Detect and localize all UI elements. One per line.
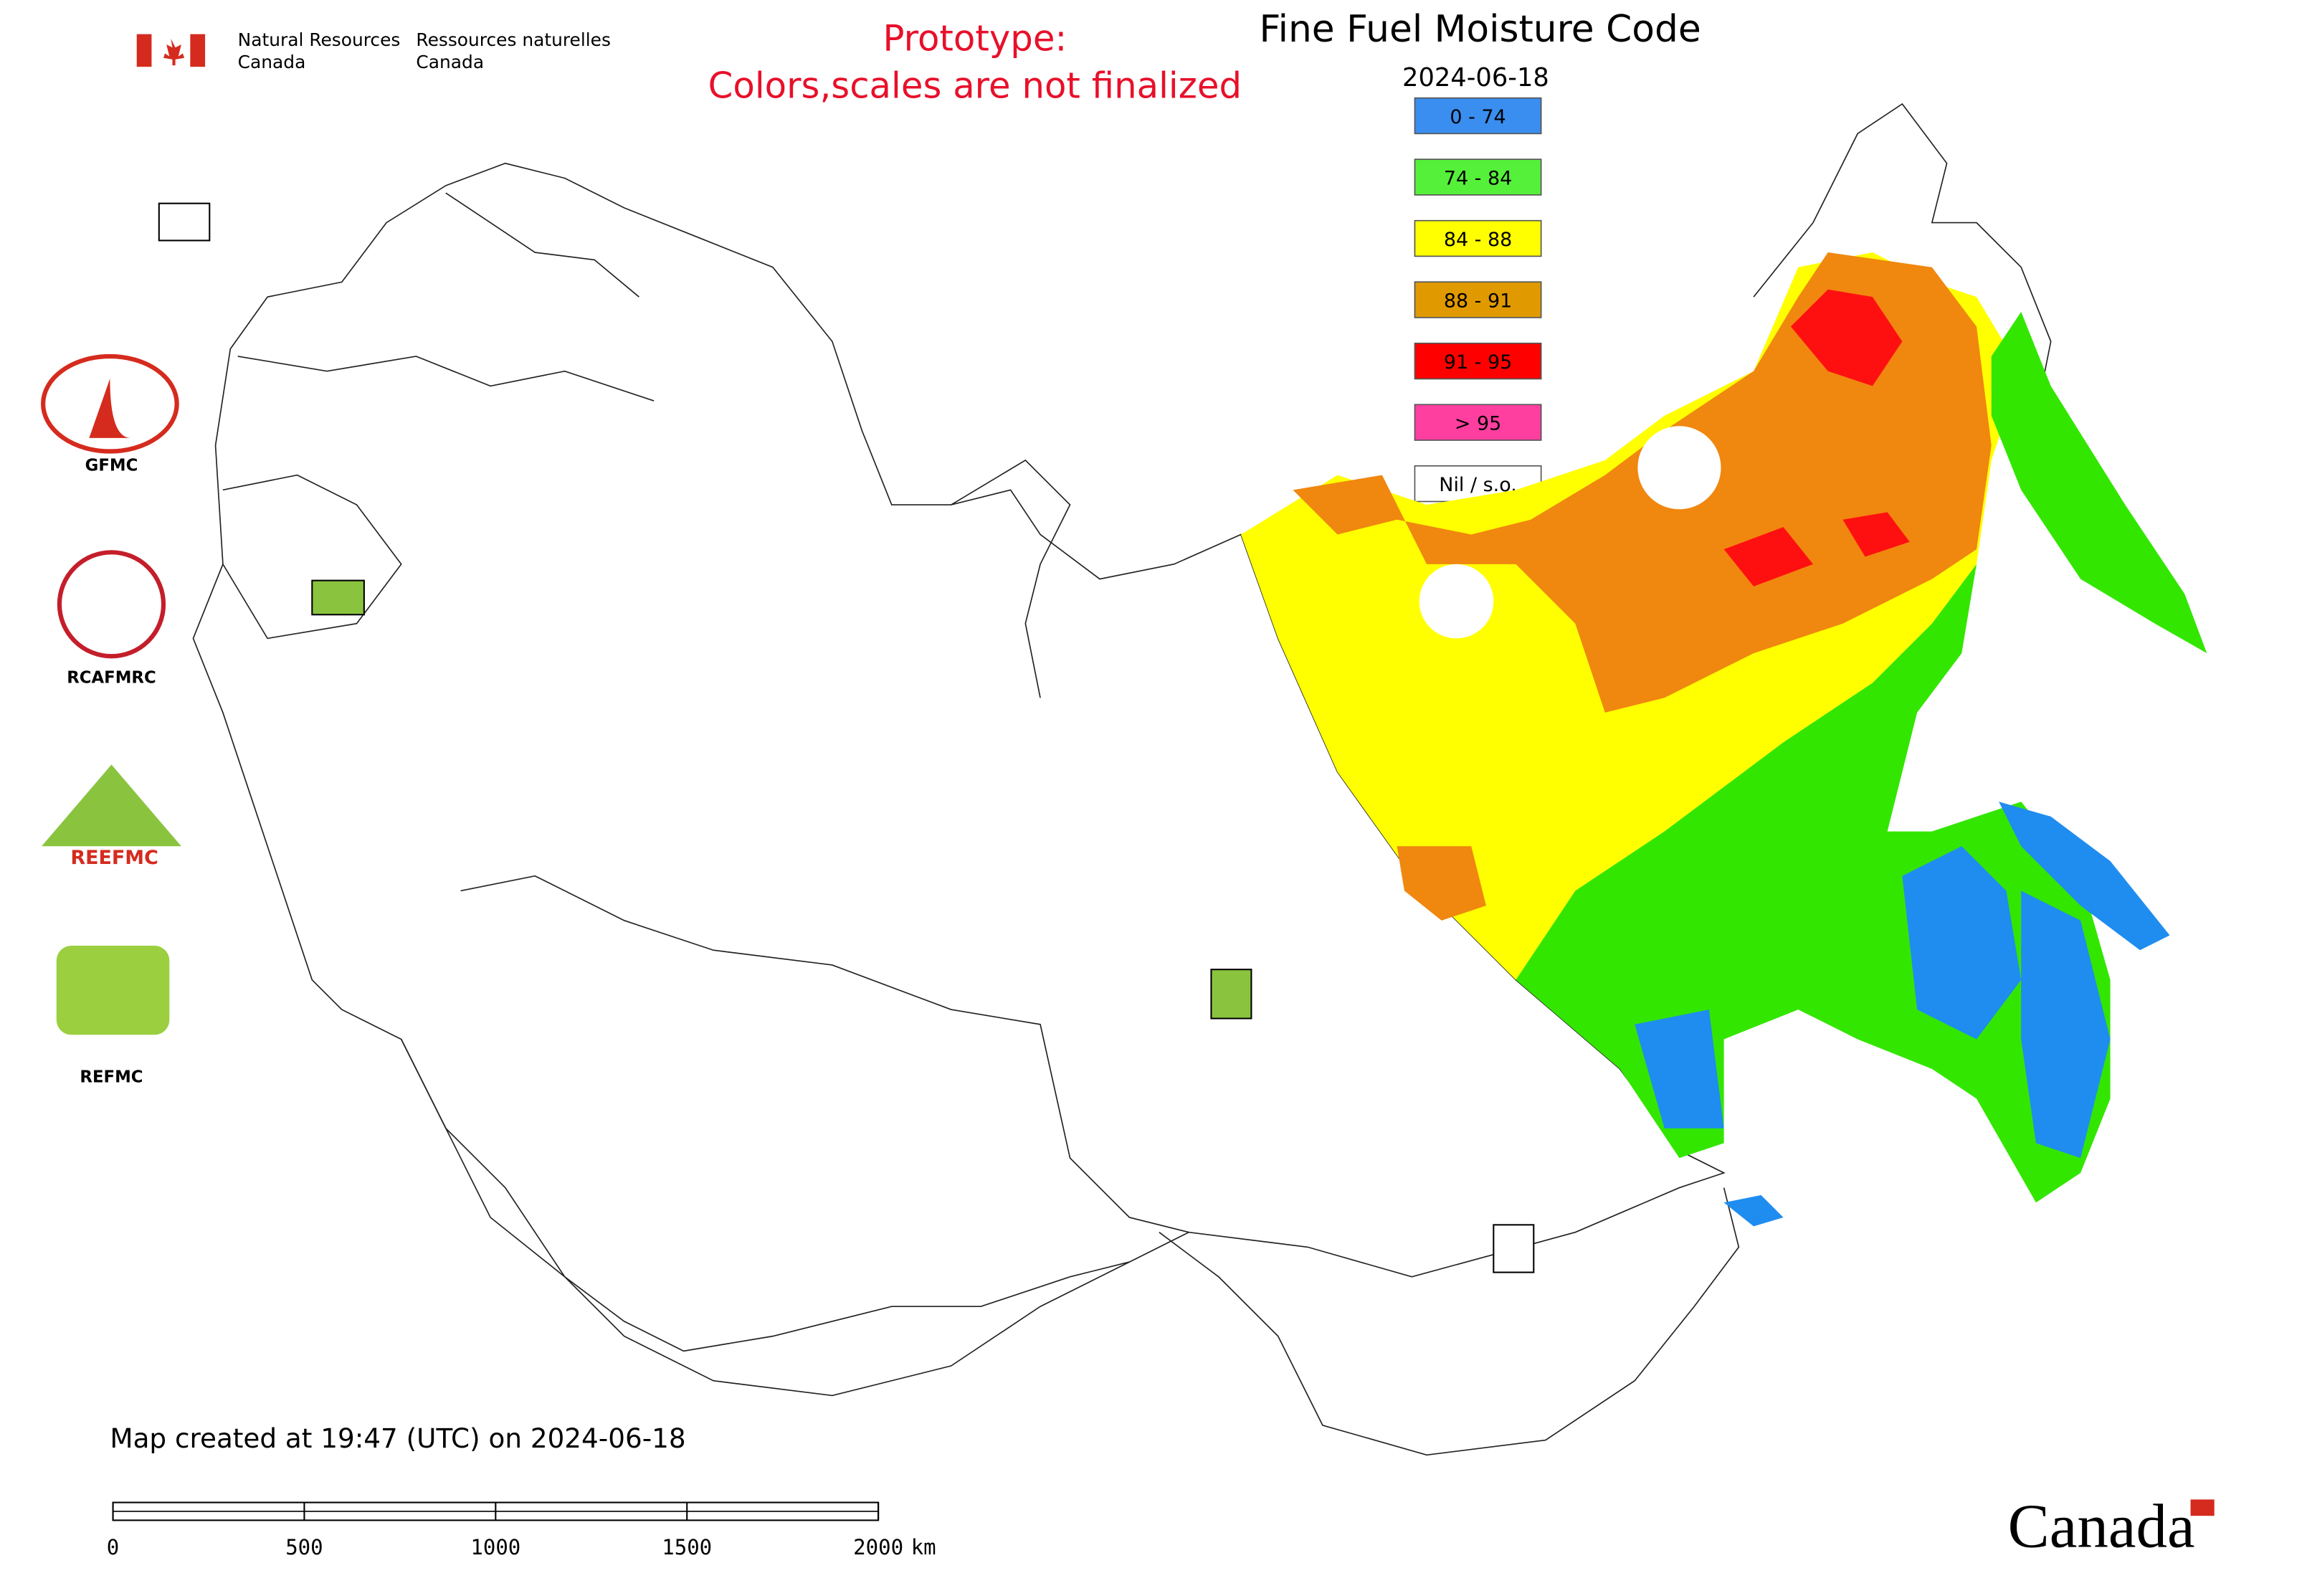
- legend-swatch: [1414, 281, 1542, 318]
- region-0-74: [1902, 846, 2022, 1040]
- logo-label: REFMC: [80, 1068, 143, 1087]
- map-date: 2024-06-18: [1402, 63, 1549, 92]
- scale-label: 500: [285, 1535, 323, 1559]
- maple-leaf: [163, 38, 185, 66]
- logo-label: GFMC: [85, 456, 138, 475]
- scale-bar: 0 500 1000 1500 2000 km: [107, 1501, 936, 1559]
- map-title: Fine Fuel Moisture Code: [1260, 8, 1701, 51]
- legend-label: > 95: [1455, 412, 1501, 434]
- scale-unit: km: [911, 1535, 936, 1559]
- flag-bar: [136, 34, 152, 67]
- logo-reefmc: [42, 764, 181, 847]
- nrcan-signature: Natural Resources Canada Ressources natu…: [136, 29, 611, 72]
- outline: [951, 459, 1071, 698]
- legend-label: 91 - 95: [1444, 351, 1512, 374]
- footer-note: Map created at 19:47 (UTC) on 2024-06-18: [110, 1422, 685, 1454]
- outline: [460, 875, 1189, 1233]
- canada-wordmark: Canada: [2008, 1491, 2195, 1561]
- map-logo: [1210, 969, 1252, 1020]
- logo-rcafmrc: [57, 550, 166, 659]
- legend-label: 0 - 74: [1450, 106, 1506, 128]
- legend-swatch: [1414, 404, 1542, 441]
- side-logos: GFMC RCAFMRC REEFMC REFMC: [41, 353, 181, 1087]
- legend-swatch: [1414, 342, 1542, 380]
- logo-flame: [89, 379, 131, 438]
- outline: [192, 162, 1726, 1397]
- region-91-95: [1723, 527, 1813, 586]
- legend-swatch: [1414, 219, 1542, 257]
- wordmark-flag: [2190, 1499, 2215, 1516]
- ffmc-raster: [1240, 252, 2207, 1227]
- outline: [1159, 1187, 1740, 1456]
- outline: [445, 192, 639, 298]
- region-0-74: [1635, 1010, 1724, 1129]
- notice: Colors,scales are not finalized: [708, 65, 1242, 107]
- notice: Prototype:: [883, 17, 1067, 59]
- map-logo: [311, 579, 365, 616]
- scale-label: 1000: [470, 1535, 520, 1559]
- region-0-74: [2021, 890, 2111, 1159]
- country-outlines: [192, 103, 2052, 1456]
- region-91-95: [1842, 512, 1910, 557]
- logo-label: REEFMC: [70, 847, 158, 869]
- org-name: Natural Resources: [238, 29, 401, 50]
- scale-label: 1500: [662, 1535, 712, 1559]
- map-logo: [158, 202, 211, 242]
- legend-swatch: [1414, 97, 1542, 135]
- scale-label: 0: [107, 1535, 119, 1559]
- outline: [237, 356, 655, 402]
- region-0-74: [1723, 1194, 1784, 1227]
- outline: [222, 474, 402, 640]
- outline: [1753, 103, 2052, 416]
- logo-label: RCAFMRC: [67, 669, 156, 688]
- region-91-95: [1790, 289, 1903, 386]
- legend-swatch: [1414, 158, 1542, 196]
- legend-label: 84 - 88: [1444, 229, 1512, 251]
- org-name: Canada: [238, 52, 306, 72]
- org-name: Canada: [416, 52, 484, 72]
- outline: [400, 1039, 1130, 1352]
- org-name: Ressources naturelles: [416, 29, 610, 50]
- logo-refmc: [56, 946, 170, 1035]
- map-logo: [1493, 1224, 1535, 1273]
- region-74-84: [1991, 311, 2207, 654]
- legend-label: 74 - 84: [1444, 167, 1512, 189]
- legend-label: 88 - 91: [1444, 290, 1512, 312]
- region-88-91: [1397, 846, 1486, 921]
- flag-bar: [190, 34, 206, 67]
- nil-region: [1637, 426, 1721, 510]
- region-0-74: [1999, 802, 2170, 951]
- scale-label: 2000: [853, 1535, 903, 1559]
- nil-region: [1419, 564, 1494, 639]
